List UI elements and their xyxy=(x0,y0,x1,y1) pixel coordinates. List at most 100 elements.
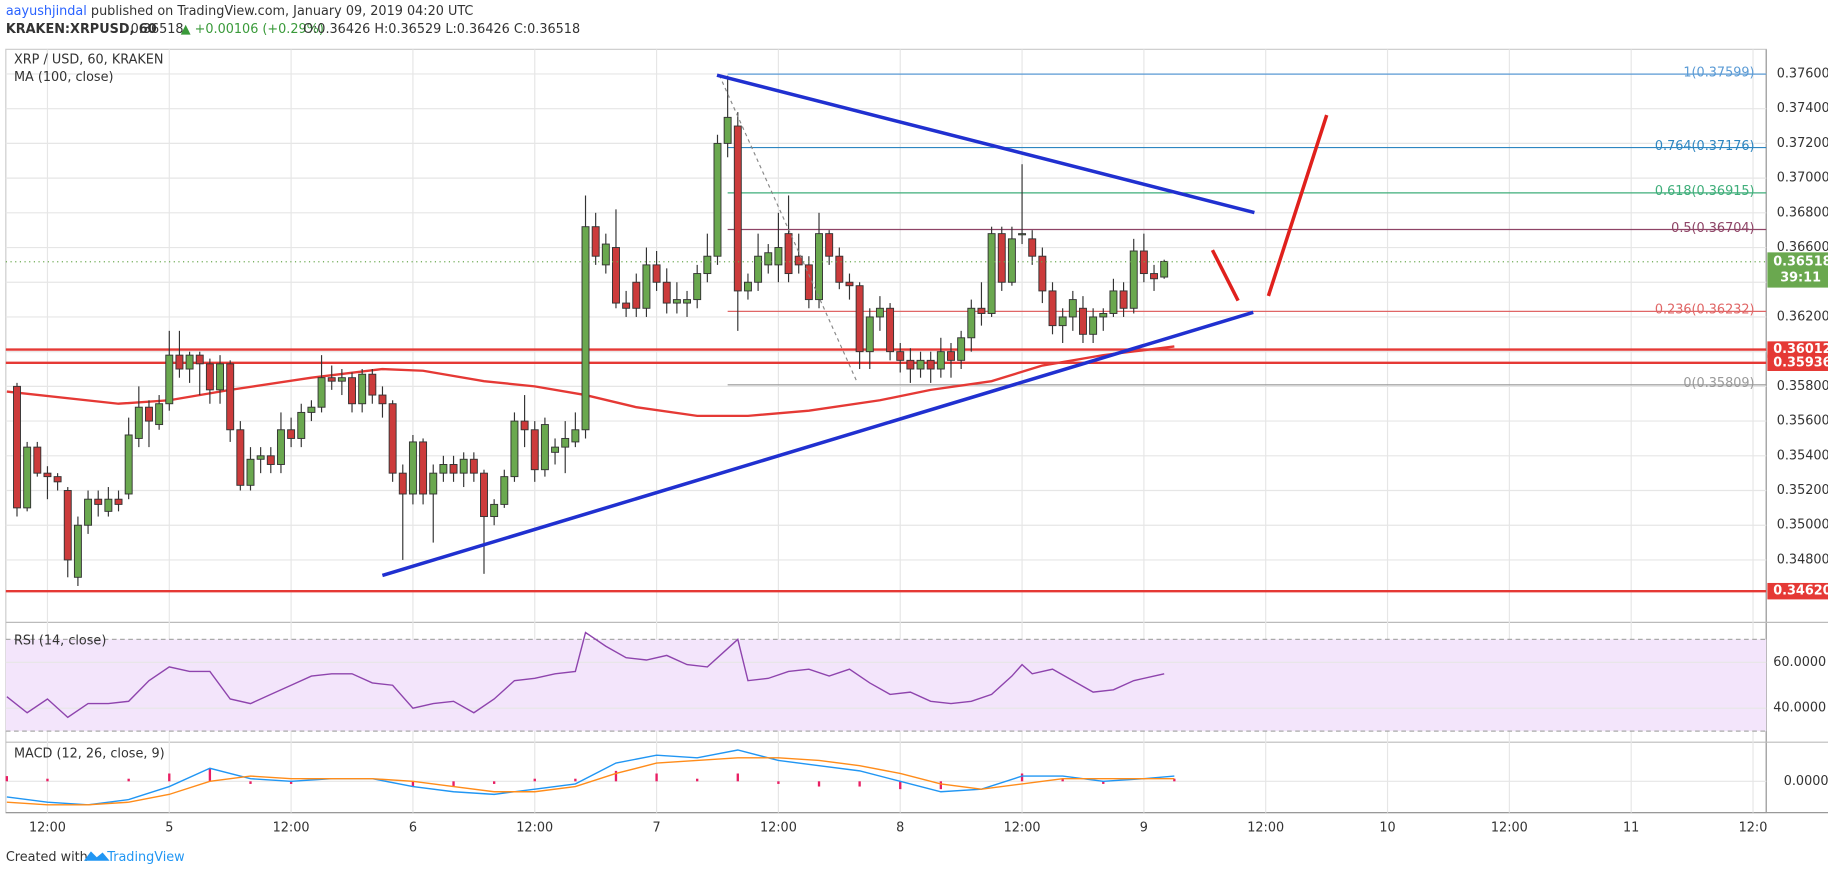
candle-body xyxy=(551,446,560,453)
candle-body xyxy=(642,264,651,309)
y-tick-label: 0.37400 xyxy=(1777,101,1828,116)
candle-body xyxy=(398,472,407,495)
x-tick-label: 12:00 xyxy=(273,820,310,835)
candle-body xyxy=(540,424,549,471)
y-tick-label: 0.36800 xyxy=(1777,205,1828,220)
candle-body xyxy=(266,455,275,465)
candle-body xyxy=(63,490,72,561)
candle-body xyxy=(388,403,397,474)
published-text: published on TradingView.com, January 09… xyxy=(91,4,473,19)
candle-body xyxy=(84,498,93,526)
candle-body xyxy=(337,377,346,382)
x-tick-label: 12:00 xyxy=(760,820,797,835)
author-link[interactable]: aayushjindal xyxy=(6,4,87,19)
candle-body xyxy=(581,226,590,431)
candle-body xyxy=(317,377,326,408)
candle-body xyxy=(327,377,336,382)
candle-body xyxy=(530,429,539,471)
candle-body xyxy=(1068,299,1077,318)
candle-body xyxy=(1089,316,1098,335)
candle-body xyxy=(195,354,204,365)
x-tick-label: 12:00 xyxy=(516,820,553,835)
chart-title: XRP / USD, 60, KRAKEN xyxy=(14,52,163,67)
y-tick-label: 0.36200 xyxy=(1777,309,1828,324)
candle-body xyxy=(43,472,52,478)
candle-body xyxy=(236,429,245,486)
brand-link[interactable]: TradingView xyxy=(106,850,184,865)
fib-label: 0.764(0.37176) xyxy=(1655,139,1755,154)
candle-body xyxy=(947,351,955,361)
ohlc-text: O:0.36426 H:0.36529 L:0.36426 C:0.36518 xyxy=(303,22,580,37)
fib-label: 0(0.35809) xyxy=(1683,376,1754,391)
candle-body xyxy=(205,363,214,391)
price-tag xyxy=(1767,341,1828,358)
candle-body xyxy=(693,273,702,301)
candle-body xyxy=(997,233,1006,283)
candle-body xyxy=(155,403,164,426)
candle-body xyxy=(459,458,468,474)
candle-body xyxy=(348,377,356,405)
candle-body xyxy=(500,476,509,505)
candle-body xyxy=(723,116,732,144)
candle-body xyxy=(134,406,143,439)
candle-body xyxy=(1018,233,1027,236)
macd-label: MACD (12, 26, close, 9) xyxy=(14,746,165,761)
candle-body xyxy=(815,233,823,301)
candle-body xyxy=(469,458,478,474)
candle-body xyxy=(307,406,316,413)
candle-body xyxy=(632,281,641,309)
candle-body xyxy=(703,255,712,275)
candle-body xyxy=(886,307,895,353)
candle-body xyxy=(145,406,153,422)
y-tick-label: 0.36600 xyxy=(1777,240,1828,255)
candle-body xyxy=(916,359,925,370)
candle-body xyxy=(256,455,265,460)
candle-body xyxy=(1119,290,1128,309)
candle-body xyxy=(216,363,225,391)
fib-label: 1(0.37599) xyxy=(1683,65,1754,80)
candle-body xyxy=(378,394,387,405)
y-tick-label: 0.37000 xyxy=(1777,171,1828,186)
candle-body xyxy=(622,302,631,309)
candle-body xyxy=(490,503,499,518)
candle-body xyxy=(896,351,905,361)
y-tick-label: 0.37600 xyxy=(1777,66,1828,81)
last-price-tag xyxy=(1767,252,1828,288)
candle-body xyxy=(906,359,915,370)
candle-body xyxy=(33,446,42,474)
price-tag xyxy=(1767,354,1828,371)
x-tick-label: 12:0 xyxy=(1739,820,1768,835)
fib-label: 0.236(0.36232) xyxy=(1655,303,1755,318)
candle-body xyxy=(13,385,21,509)
y-tick-label: 0.35800 xyxy=(1777,379,1828,394)
candle-body xyxy=(114,498,123,505)
candle-body xyxy=(1038,255,1047,292)
candle-body xyxy=(612,247,620,304)
x-tick-label: 12:00 xyxy=(1491,820,1528,835)
candle-body xyxy=(1150,273,1159,280)
y-tick-label: 0.35200 xyxy=(1777,483,1828,498)
brand-logo xyxy=(83,851,110,861)
change-text: ▲ +0.00106 (+0.29%) xyxy=(181,22,324,37)
candle-body xyxy=(480,472,488,518)
candle-body xyxy=(1028,238,1037,257)
price-tag-label: 0.35936 xyxy=(1773,355,1828,370)
rsi-tick-label: 60.0000 xyxy=(1773,655,1826,670)
countdown: 39:11 xyxy=(1780,271,1821,286)
candle-body xyxy=(713,142,722,257)
x-tick-label: 11 xyxy=(1623,820,1639,835)
candle-body xyxy=(784,233,793,275)
y-tick-label: 0.35400 xyxy=(1777,448,1828,463)
x-tick-label: 6 xyxy=(409,820,417,835)
macd-line xyxy=(6,749,1175,806)
candle-body xyxy=(733,125,742,292)
candle-body xyxy=(865,316,874,353)
ma-label: MA (100, close) xyxy=(14,70,113,85)
candle-body xyxy=(408,441,417,495)
candle-body xyxy=(368,373,377,396)
macd-tick-label: 0.0000 xyxy=(1784,774,1828,789)
rsi-tick-label: 40.0000 xyxy=(1773,701,1826,716)
candle-body xyxy=(1109,290,1118,314)
candle-body xyxy=(987,233,996,314)
